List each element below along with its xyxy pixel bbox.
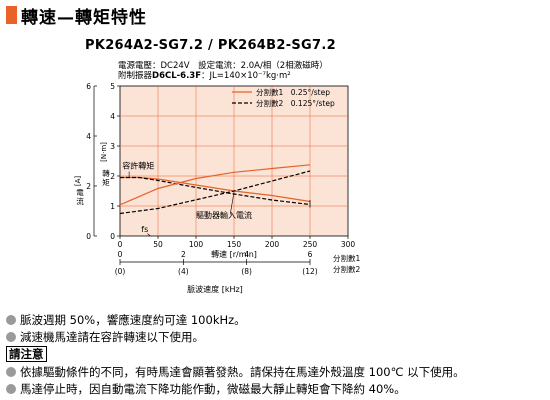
current-axis-unit: [A] [74, 176, 82, 187]
pulse-tick-label-div1: 0 [118, 250, 123, 259]
torque-tick-label: 3 [110, 142, 115, 151]
legend-label: 分割數2 0.125°/step [256, 98, 335, 108]
note-2-text: 減速機馬達請在容許轉速以下使用。 [20, 330, 204, 344]
pulse-div2-label: 分割數2 [333, 264, 360, 274]
pulse-tick-label-div2: (0) [115, 267, 126, 276]
torque-axis-unit: [N·m] [100, 142, 108, 162]
fs-annotation: fs [141, 225, 148, 234]
x-tick-label: 50 [153, 240, 163, 249]
note-2: 減速機馬達請在容許轉速以下使用。 [6, 329, 204, 345]
page-title: 轉速—轉矩特性 [6, 4, 147, 28]
current-tick-label: 4 [86, 132, 91, 141]
note-4: 馬達停止時，因自動電流下降功能作動，微磁最大靜止轉矩會下降約 40%。 [6, 381, 406, 397]
x-tick-label: 250 [303, 240, 318, 249]
model-name: PK264A2-SG7.2 / PK264B2-SG7.2 [85, 38, 336, 53]
bullet-icon [6, 367, 16, 377]
current-tick-label: 0 [86, 232, 91, 241]
x-tick-label: 0 [118, 240, 123, 249]
pulse-tick-label-div1: 2 [181, 250, 186, 259]
current-axis-label-char: 電 [76, 188, 84, 197]
current-tick-label: 6 [86, 82, 91, 91]
damper-label: 附制振器 [118, 70, 153, 81]
damper-model: D6CL-6.3F [152, 71, 201, 81]
pulse-tick-label-div2: (4) [178, 267, 189, 276]
x-tick-label: 100 [189, 240, 204, 249]
current-curve-div1 [119, 164, 311, 206]
series-layer [119, 164, 311, 215]
current-annotation: 驅動器輸入電流 [196, 210, 252, 220]
torque-axis-label-char: 矩 [102, 177, 110, 187]
pulse-tick-label-div2: (12) [302, 267, 317, 276]
x-tick-label: 300 [341, 240, 356, 249]
torque-axis-label-char: 轉 [102, 168, 110, 178]
plot-area [119, 85, 349, 237]
current-annotation-leader [229, 192, 235, 215]
note-4-text: 馬達停止時，因自動電流下降功能作動，微磁最大靜止轉矩會下降約 40%。 [20, 382, 406, 396]
note-3: 依據驅動條件的不同，有時馬達會顯著發熱。請保持在馬達外殼溫度 100℃ 以下使用… [6, 364, 465, 380]
torque-tick-label: 4 [110, 112, 115, 121]
current-curve-div2 [119, 170, 311, 215]
torque-tick-label: 2 [110, 172, 115, 181]
pulse-tick-label-div2: (8) [241, 267, 252, 276]
pulse-axis-label: 脈波速度 [kHz] [187, 284, 243, 294]
bullet-icon [6, 332, 16, 342]
x-axis-label: 轉速 [r/min] [211, 249, 257, 259]
conditions-line1: 電源電壓：DC24V 設定電流：2.0A/相（2相激磁時） [118, 60, 328, 71]
x-tick-label: 200 [265, 240, 280, 249]
x-tick-label: 150 [227, 240, 242, 249]
note-1: 脈波週期 50%，響應速度約可達 100kHz。 [6, 312, 246, 328]
torque-tick-label: 0 [110, 232, 115, 241]
torque-curve-div2 [120, 176, 311, 206]
current-axis-label-char: 流 [76, 196, 84, 206]
legend-label: 分割數1 0.25°/step [256, 87, 330, 97]
axes-layer: 0 50 100 150 200 250 3000123450246電流[A]轉矩[N·m]… [74, 82, 355, 259]
pulse-tick-label-div1: 4 [244, 250, 249, 259]
torque-tick-label: 1 [110, 202, 115, 211]
conditions-line2: 附制振器D6CL-6.3F：JL=140×10⁻⁷kg·m² [118, 70, 291, 81]
damper-inertia: ：JL=140×10⁻⁷kg·m² [201, 71, 291, 81]
note-1-text: 脈波週期 50%，響應速度約可達 100kHz。 [20, 313, 246, 327]
caution-heading: 請注意 [6, 346, 47, 362]
note-3-text: 依據驅動條件的不同，有時馬達會顯著發熱。請保持在馬達外殼溫度 100℃ 以下使用… [20, 365, 465, 379]
torque-annotation: 容許轉矩 [122, 161, 154, 171]
torque-tick-label: 5 [110, 82, 115, 91]
pulse-div1-label: 分割數1 [333, 253, 360, 263]
bullet-icon [6, 384, 16, 394]
pulse-tick-label-div1: 6 [308, 250, 313, 259]
title-marker [6, 6, 17, 24]
bullet-icon [6, 315, 16, 325]
title-text: 轉速—轉矩特性 [21, 7, 147, 28]
speed-torque-chart: 電源電壓：DC24V 設定電流：2.0A/相（2相激磁時） 附制振器D6CL-6… [74, 60, 361, 294]
fs-leader [147, 233, 151, 237]
current-tick-label: 2 [86, 182, 91, 191]
